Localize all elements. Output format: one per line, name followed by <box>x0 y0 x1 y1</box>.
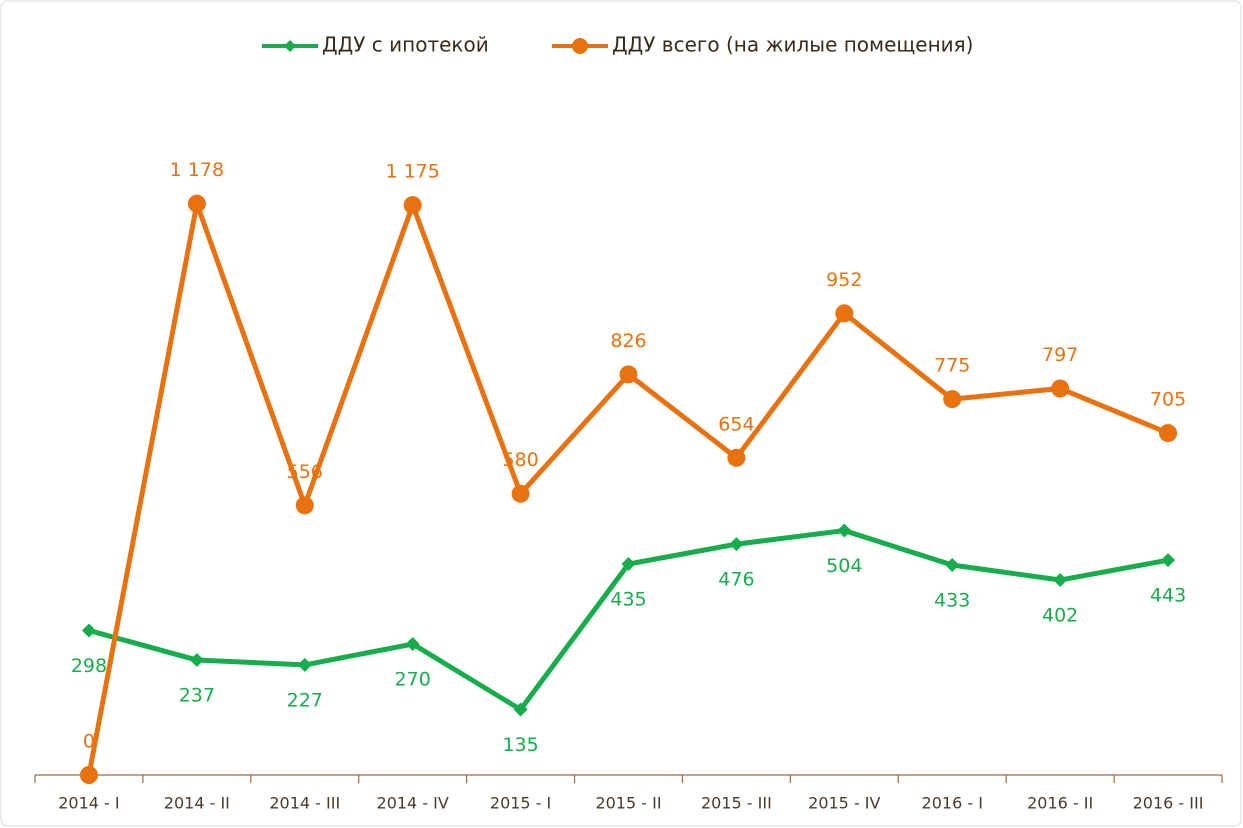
data-label: 775 <box>934 355 970 377</box>
x-tick-label: 2016 - II <box>1027 794 1093 813</box>
data-label: 435 <box>610 589 646 611</box>
point-marker <box>1161 553 1176 568</box>
data-label: 705 <box>1150 389 1186 411</box>
legend-label: ДДУ с ипотекой <box>322 33 489 57</box>
point-marker <box>727 448 746 467</box>
data-label: 402 <box>1042 605 1078 627</box>
data-label: 227 <box>287 689 323 711</box>
point-marker <box>79 766 98 784</box>
data-label: 556 <box>287 461 323 483</box>
point-marker <box>295 496 314 515</box>
x-tick-label: 2016 - I <box>922 794 983 813</box>
x-tick-label: 2015 - III <box>701 794 772 813</box>
x-tick-label: 2014 - III <box>269 794 340 813</box>
legend-label: ДДУ всего (на жилые помещения) <box>612 33 973 57</box>
point-marker <box>837 523 852 538</box>
data-label: 443 <box>1150 585 1186 607</box>
data-label: 504 <box>826 555 862 577</box>
data-label: 237 <box>179 685 215 707</box>
x-tick-label: 2015 - IV <box>808 794 880 813</box>
data-label: 135 <box>502 734 538 756</box>
point-marker <box>619 365 638 384</box>
x-tick-label: 2014 - I <box>58 794 119 813</box>
data-label: 298 <box>71 655 107 677</box>
point-marker <box>835 304 854 323</box>
x-tick-label: 2015 - I <box>490 794 551 813</box>
data-label: 1 178 <box>170 159 224 181</box>
data-label: 270 <box>395 669 431 691</box>
x-tick-label: 2014 - IV <box>377 794 449 813</box>
data-label: 580 <box>502 449 538 471</box>
point-marker <box>945 557 960 572</box>
point-marker <box>81 623 96 638</box>
point-marker <box>297 657 312 672</box>
point-marker <box>1053 573 1068 588</box>
legend-marker <box>284 40 296 52</box>
data-label: 476 <box>718 569 754 591</box>
point-marker <box>513 702 528 717</box>
data-label: 826 <box>610 330 646 352</box>
point-marker <box>621 557 636 572</box>
data-label: 654 <box>718 413 754 435</box>
data-label: 1 175 <box>385 161 439 183</box>
legend-marker <box>572 38 588 54</box>
data-label: 797 <box>1042 344 1078 366</box>
point-marker <box>1051 379 1070 398</box>
point-marker <box>189 653 204 668</box>
x-tick-label: 2014 - II <box>164 794 230 813</box>
point-marker <box>943 390 962 409</box>
x-tick-label: 2016 - III <box>1133 794 1204 813</box>
data-label: 0 <box>83 731 95 753</box>
point-marker <box>403 196 422 215</box>
data-label: 952 <box>826 269 862 291</box>
data-label: 433 <box>934 589 970 611</box>
point-marker <box>405 637 420 652</box>
point-marker <box>729 537 744 552</box>
x-tick-label: 2015 - II <box>595 794 661 813</box>
point-marker <box>187 194 206 213</box>
point-marker <box>1159 424 1178 443</box>
point-marker <box>511 484 530 503</box>
